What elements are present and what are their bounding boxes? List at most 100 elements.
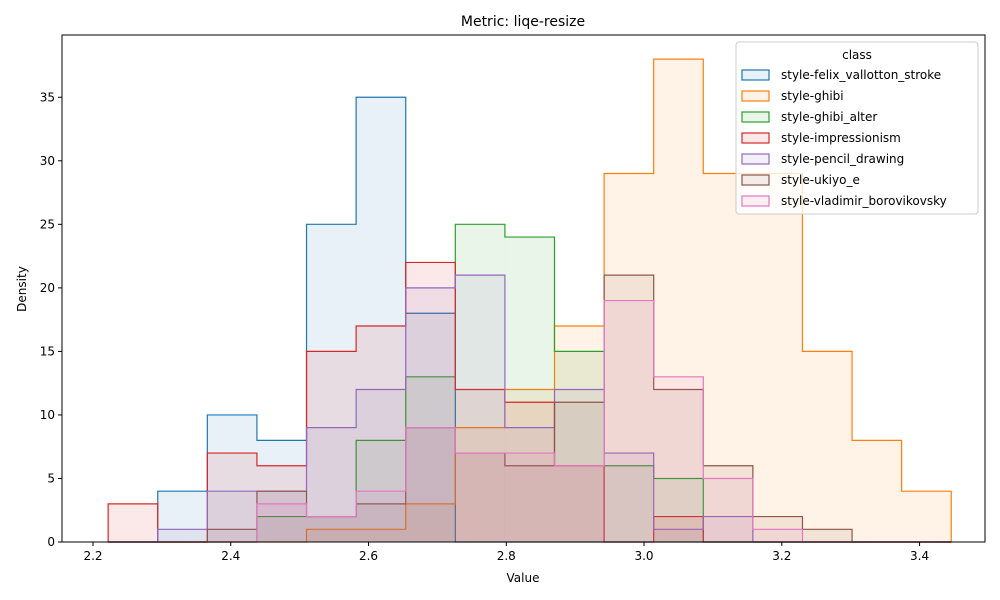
- y-tick-label: 5: [47, 471, 55, 485]
- legend-swatch: [741, 132, 770, 144]
- legend-swatch: [741, 153, 770, 165]
- legend-item: style-ukiyo_e: [741, 173, 860, 187]
- histogram-bar: [405, 427, 456, 542]
- histogram-bar: [207, 453, 257, 542]
- legend-label: style-impressionism: [781, 131, 901, 145]
- histogram-bar: [703, 516, 753, 542]
- histogram-bar: [455, 389, 505, 542]
- series-style-vladimir_borovikovsky: [108, 299, 952, 543]
- chart-title: Metric: liqe-resize: [461, 14, 585, 30]
- x-tick-label: 2.8: [497, 549, 516, 563]
- histogram-bar: [604, 465, 654, 542]
- histogram-bar: [752, 173, 803, 542]
- histogram-bar: [653, 59, 704, 543]
- histogram-bar: [207, 491, 257, 542]
- histogram-bar: [852, 440, 902, 542]
- histogram-bar: [256, 516, 307, 542]
- series-style-ghibi: [108, 58, 952, 543]
- histogram-bar: [455, 427, 505, 542]
- histogram-bar: [653, 376, 704, 542]
- histogram-bar: [356, 491, 406, 542]
- histogram-bar: [306, 351, 357, 542]
- histogram-bar: [703, 173, 753, 542]
- histogram-bar: [405, 427, 456, 542]
- series-style-ghibi_alter: [108, 223, 952, 543]
- legend-label: style-pencil_drawing: [781, 152, 904, 166]
- histogram-bar: [306, 427, 357, 542]
- histogram-bar: [356, 97, 406, 543]
- histogram-bar: [901, 491, 952, 542]
- legend-swatch: [741, 195, 770, 207]
- histogram-bar: [356, 389, 406, 542]
- legend-box: [735, 41, 979, 215]
- histogram-bar: [405, 503, 456, 542]
- y-axis-label: Density: [15, 266, 29, 312]
- histogram-bar: [802, 351, 853, 542]
- histogram-bar: [157, 529, 208, 542]
- x-tick-label: 2.6: [359, 549, 378, 563]
- legend-label: style-felix_vallotton_stroke: [781, 68, 941, 82]
- series-style-felix_vallotton_stroke: [108, 96, 952, 543]
- series-step-outline: [108, 274, 952, 543]
- legend-label: style-ghibi_alter: [781, 110, 877, 124]
- x-tick-label: 3.2: [772, 549, 791, 563]
- histogram-bar: [653, 529, 704, 542]
- histogram-bar: [604, 300, 654, 542]
- histogram-bar: [752, 529, 803, 542]
- histogram-bar: [207, 414, 257, 542]
- histogram-bar: [504, 465, 555, 542]
- histogram-bar: [604, 173, 654, 542]
- histogram-bar: [554, 465, 605, 542]
- x-tick-label: 2.4: [221, 549, 240, 563]
- histogram-bar: [653, 478, 704, 542]
- legend-swatch: [741, 174, 770, 186]
- histogram-bar: [207, 529, 257, 542]
- histogram-bar: [455, 453, 505, 542]
- histogram-bar: [455, 453, 505, 542]
- legend: class style-felix_vallotton_strokestyle-…: [735, 41, 979, 215]
- legend-item: style-vladimir_borovikovsky: [741, 194, 947, 208]
- legend-swatch: [741, 69, 770, 81]
- y-tick-label: 20: [40, 281, 55, 295]
- histogram-bar: [604, 275, 654, 542]
- histogram-bar: [455, 224, 505, 543]
- legend-label: style-ukiyo_e: [781, 173, 860, 187]
- histogram-bar: [306, 516, 357, 542]
- x-axis-label: Value: [507, 571, 540, 585]
- legend-item: style-ghibi: [741, 89, 844, 103]
- histogram-bar: [405, 376, 456, 542]
- histogram-bar: [653, 389, 704, 542]
- histogram-bar: [504, 453, 555, 542]
- legend-label: style-ghibi: [781, 89, 844, 103]
- histogram-bar: [554, 351, 605, 542]
- legend-item: style-pencil_drawing: [741, 152, 904, 166]
- legend-title: class: [842, 48, 872, 62]
- histogram-bar: [306, 516, 357, 542]
- histogram-bar: [802, 529, 853, 542]
- histogram-bar: [306, 529, 357, 542]
- x-tick-label: 2.2: [83, 549, 102, 563]
- histogram-bar: [356, 503, 406, 542]
- histogram-bar: [405, 262, 456, 542]
- legend-swatch: [741, 90, 770, 102]
- histogram-bar: [256, 491, 307, 542]
- y-tick-label: 30: [40, 154, 55, 168]
- legend-swatch: [741, 111, 770, 123]
- histogram-bar: [356, 325, 406, 542]
- histogram-bar: [108, 503, 158, 542]
- histogram-bar: [306, 224, 357, 543]
- legend-item: style-impressionism: [741, 131, 901, 145]
- x-axis: 2.2 2.4 2.6 2.8 3.0 3.2 3.4: [83, 542, 929, 563]
- histogram-bar: [455, 275, 505, 542]
- histogram-bar: [554, 465, 605, 542]
- histogram-bar: [306, 516, 357, 542]
- histogram-bar: [356, 529, 406, 542]
- histogram-bar: [604, 453, 654, 542]
- legend-items: style-felix_vallotton_stroke style-ghibi s…: [741, 68, 947, 208]
- histogram-bar: [554, 325, 605, 542]
- series-step-outline: [108, 299, 952, 543]
- y-tick-label: 25: [40, 217, 55, 231]
- histogram-bar: [157, 491, 208, 542]
- y-tick-label: 10: [40, 408, 55, 422]
